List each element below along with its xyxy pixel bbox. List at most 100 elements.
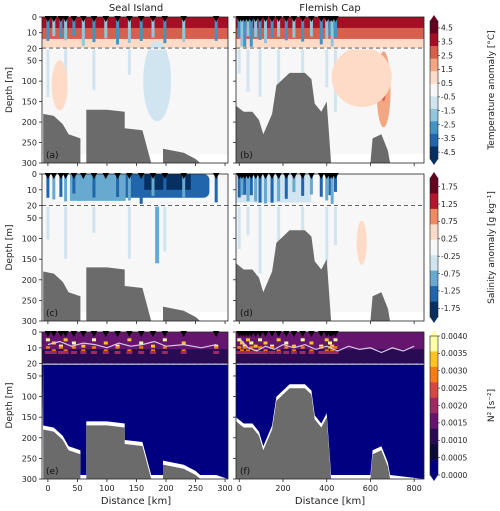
station-marker <box>44 331 52 337</box>
station-marker <box>332 331 339 337</box>
x-axis-label-left: Distance [km] <box>101 496 171 507</box>
station-profile-streak <box>301 19 305 42</box>
colorbar-segment <box>430 96 438 110</box>
station-profile-streak <box>333 205 337 246</box>
surface-anomaly-band <box>42 17 228 28</box>
panel-label: (f) <box>240 467 250 477</box>
n2-maximum-cell <box>213 350 220 354</box>
n2-maximum-cell <box>330 349 335 352</box>
colorbar-frame <box>429 177 439 318</box>
panel-d <box>236 174 424 321</box>
x-tick-label: 800 <box>407 484 422 493</box>
station-profile-streak <box>237 176 241 198</box>
y-tick-label: 250 <box>22 139 37 148</box>
station-profile-streak <box>64 176 68 202</box>
station-marker <box>44 16 52 22</box>
colorbar-label: N² [s⁻²] <box>487 389 497 422</box>
n2-maximum-cell <box>127 349 132 352</box>
n2-maximum-cell <box>291 349 296 352</box>
station-marker <box>252 331 259 337</box>
station-marker <box>308 331 315 337</box>
colorbar-n2: 0.0040 0.0035 0.0030 0.0025 0.0020 0.0015 0.00… <box>429 330 497 481</box>
n2-maximum-cell <box>290 350 297 354</box>
station-profile-streak <box>328 176 332 196</box>
station-marker <box>252 173 259 179</box>
station-profile-streak <box>309 19 313 37</box>
x-tick-label: 100 <box>99 484 114 493</box>
station-profile-streak <box>64 205 68 259</box>
colorbar-segment <box>430 133 438 147</box>
colorbar-segment <box>430 366 438 383</box>
station-profile-streak <box>139 19 143 41</box>
n2-lower-band <box>236 349 424 364</box>
station-profile-streak <box>333 176 337 192</box>
colorbar-segment <box>430 301 438 318</box>
station-profile-streak <box>325 176 329 201</box>
n2-maximum-cell <box>270 346 275 349</box>
station-profile-streak <box>52 19 56 37</box>
station-marker <box>290 331 298 337</box>
station-marker <box>275 16 282 22</box>
y-tick-label: 200 <box>22 118 37 127</box>
bathymetry <box>43 363 217 479</box>
colorbar-extend-max <box>430 172 438 178</box>
n2-maximum-cell <box>126 350 133 354</box>
station-profile-streak <box>301 176 305 196</box>
n2-maximum-cell <box>283 350 290 354</box>
n2-maximum-cell <box>324 349 329 352</box>
n2-maximum-cell <box>139 346 144 349</box>
station-profile-streak <box>254 19 258 38</box>
n2-maximum-cell <box>299 350 306 354</box>
n2-maximum-cell <box>291 344 296 348</box>
station-marker <box>62 173 69 179</box>
colorbar-tick-label: 2.5 <box>441 51 453 60</box>
y-tick-label: 300 <box>22 475 37 484</box>
station-marker <box>102 331 109 337</box>
station-marker <box>149 173 157 179</box>
n2-maximum-cell <box>248 350 255 354</box>
station-profile-streak <box>284 19 288 41</box>
colorbar-tick-label: 1.5 <box>441 65 453 74</box>
station-marker <box>80 331 87 337</box>
n2-maximum-cell <box>319 344 324 348</box>
colorbar-extend-max <box>430 15 438 21</box>
colorbar-segment <box>430 108 438 122</box>
station-marker <box>50 16 58 22</box>
fresh-anomaly-core <box>144 174 191 190</box>
station-profile-streak <box>277 176 281 202</box>
y-tick-label: 100 <box>22 77 37 86</box>
n2-maximum-cell <box>324 338 329 342</box>
n2-maximum-cell <box>58 344 63 348</box>
colorbar-segment <box>430 459 438 476</box>
y-tick-label: 250 <box>22 296 37 305</box>
n2-maximum-cell <box>237 346 242 349</box>
station-marker <box>248 331 255 337</box>
station-marker <box>212 16 220 22</box>
n2-maximum-cell <box>181 341 186 345</box>
y-tick-label: 20 <box>27 360 37 369</box>
colorbar-tick-label: 0.75 <box>441 217 458 226</box>
y-axis-label: Depth [m] <box>5 382 15 428</box>
n2-maximum-cell <box>91 338 96 342</box>
station-profile-streak <box>258 176 262 203</box>
n2-maximum-cell <box>115 344 120 348</box>
colorbar-segment <box>430 239 438 256</box>
station-marker <box>90 173 98 179</box>
station-marker <box>70 16 78 22</box>
y-tick-label: 10 <box>27 186 37 195</box>
n2-maximum-cell <box>242 344 247 348</box>
colorbar-tick-label: 0.0025 <box>441 384 467 393</box>
station-marker <box>161 16 169 22</box>
station-marker <box>248 173 255 179</box>
station-profile-streak <box>249 19 253 47</box>
station-profile-streak <box>92 176 96 198</box>
n2-maximum-cell <box>276 338 281 342</box>
station-marker <box>126 331 133 337</box>
bathymetry <box>236 388 391 479</box>
n2-maximum-cell <box>139 341 144 345</box>
panel-label: (b) <box>240 151 253 161</box>
y-tick-label: 50 <box>27 372 37 381</box>
station-marker <box>308 173 315 179</box>
n2-maximum-cell <box>44 350 51 354</box>
station-marker <box>50 331 58 337</box>
